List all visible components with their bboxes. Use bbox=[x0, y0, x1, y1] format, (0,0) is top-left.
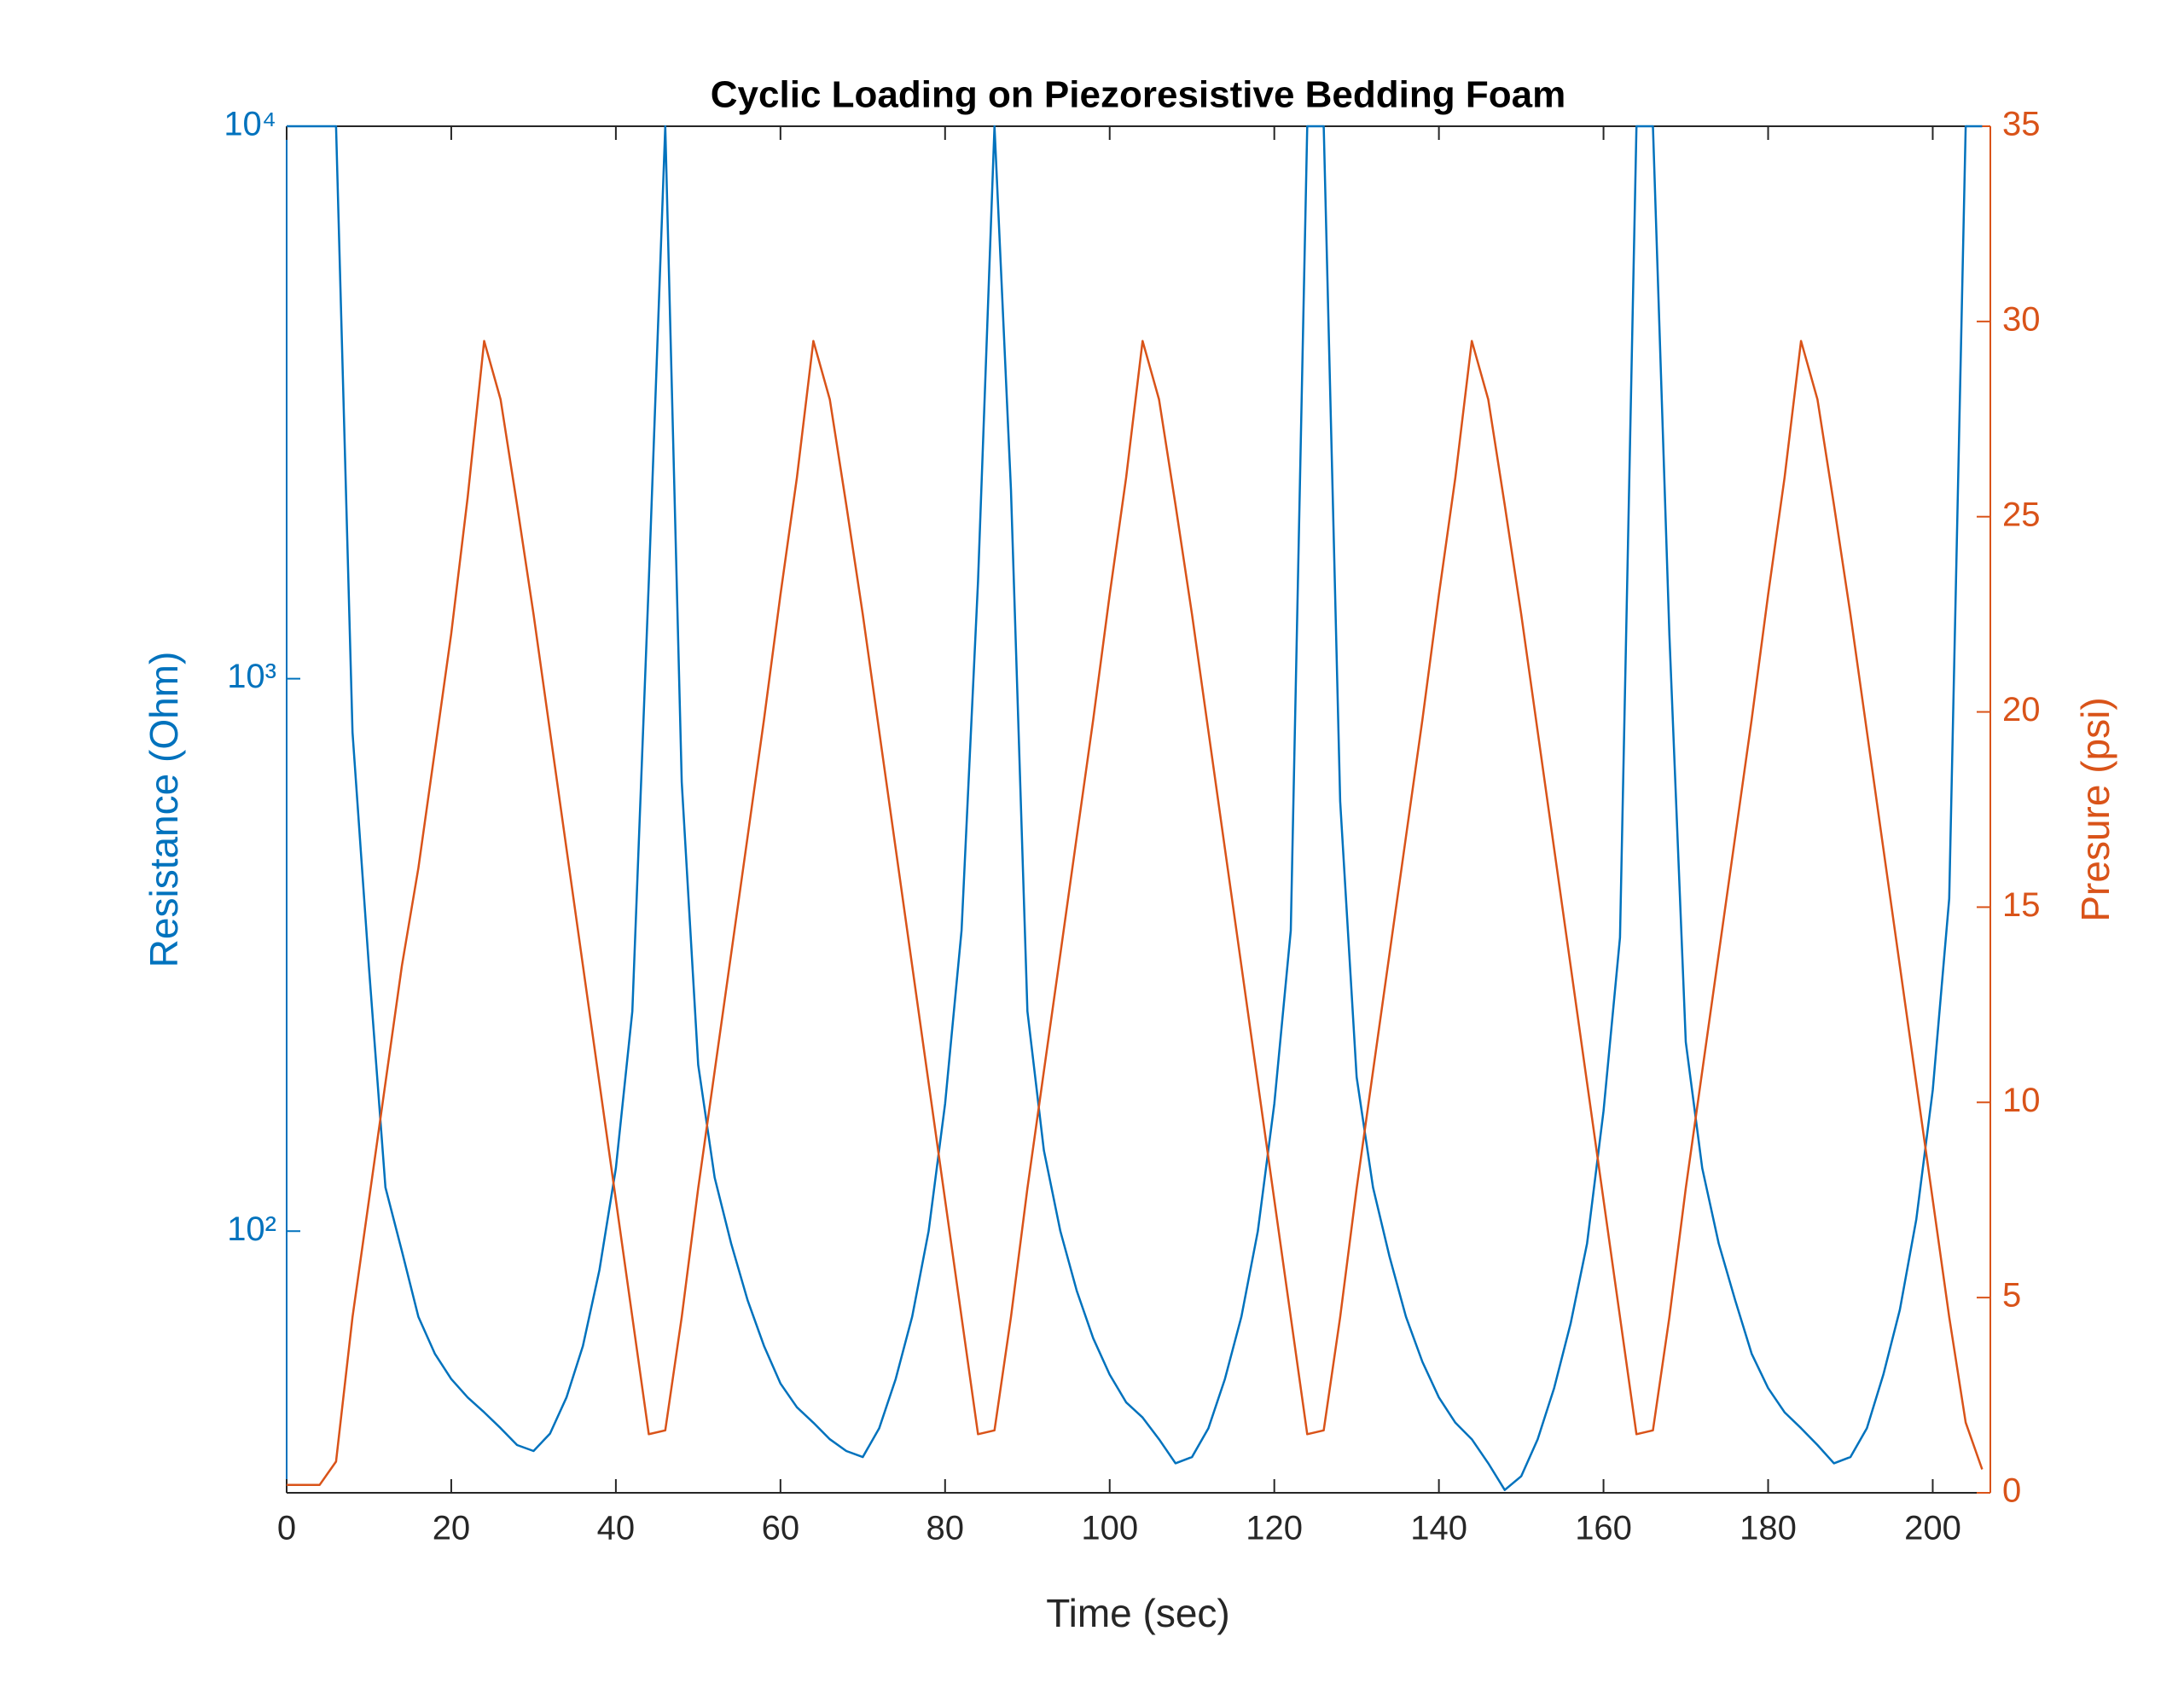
y-tick-label: 10³ bbox=[227, 658, 276, 695]
x-tick-label: 200 bbox=[1904, 1510, 1961, 1547]
y2-axis-label: Presure (psi) bbox=[2073, 697, 2117, 921]
x-tick-label: 140 bbox=[1410, 1510, 1467, 1547]
data-line bbox=[287, 340, 1984, 1487]
y2-tick-label: 20 bbox=[2002, 691, 2041, 728]
y-tick-label: 10⁴ bbox=[224, 106, 276, 143]
y2-tick-label: 25 bbox=[2002, 496, 2041, 533]
x-tick-label: 100 bbox=[1081, 1510, 1138, 1547]
x-tick-label: 0 bbox=[277, 1510, 296, 1547]
x-axis-label: Time (sec) bbox=[1046, 1591, 1230, 1635]
y2-tick-label: 30 bbox=[2002, 300, 2041, 338]
y-tick-label: 10² bbox=[227, 1210, 276, 1248]
x-tick-label: 160 bbox=[1575, 1510, 1632, 1547]
y2-tick-label: 0 bbox=[2002, 1472, 2021, 1510]
y2-tick-label: 10 bbox=[2002, 1082, 2041, 1119]
y2-tick-label: 35 bbox=[2002, 106, 2041, 143]
y2-tick-label: 5 bbox=[2002, 1277, 2021, 1315]
y2-tick-label: 15 bbox=[2002, 886, 2041, 924]
x-tick-label: 180 bbox=[1740, 1510, 1797, 1547]
x-tick-label: 60 bbox=[762, 1510, 800, 1547]
chart-title: Cyclic Loading on Piezoresistive Bedding… bbox=[711, 74, 1565, 116]
y-axis-label: Resistance (Ohm) bbox=[142, 652, 186, 968]
data-line bbox=[287, 125, 1983, 1491]
x-tick-label: 120 bbox=[1246, 1510, 1303, 1547]
x-tick-label: 80 bbox=[926, 1510, 965, 1547]
x-tick-label: 20 bbox=[433, 1510, 471, 1547]
x-tick-label: 40 bbox=[597, 1510, 636, 1547]
